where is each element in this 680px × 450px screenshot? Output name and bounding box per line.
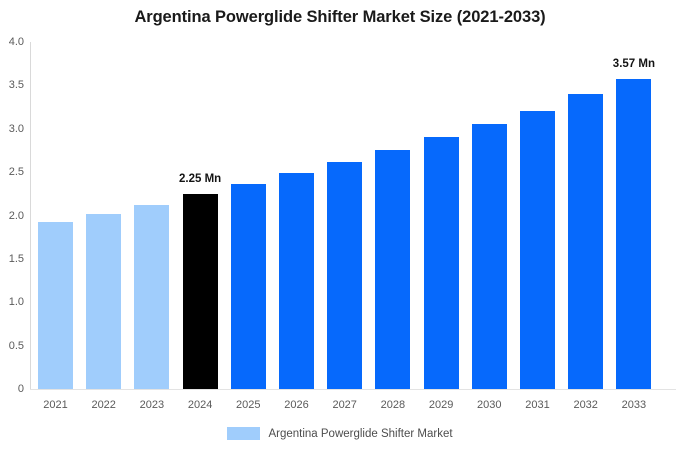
bar-2031[interactable]: [520, 110, 555, 389]
x-axis-tick-label: 2022: [91, 399, 116, 411]
y-axis-tick-label: 1.5: [8, 252, 24, 265]
x-axis-tick-label: 2032: [573, 399, 598, 411]
x-axis-tick-label: 2024: [187, 399, 213, 411]
bar-2022[interactable]: [86, 213, 122, 389]
chart-title: Argentina Powerglide Shifter Market Size…: [134, 8, 546, 26]
y-axis-tick-label: 3.0: [8, 122, 24, 135]
y-axis-tick-label: 1.0: [8, 296, 24, 309]
y-axis-line: [30, 42, 31, 389]
bar-2033[interactable]: [616, 79, 652, 389]
y-axis-tick-label: 2.5: [8, 166, 24, 179]
bar-2027[interactable]: [327, 161, 363, 389]
legend-swatch[interactable]: [227, 427, 261, 440]
bar-2021[interactable]: [38, 222, 73, 389]
x-axis-tick-label: 2021: [43, 399, 68, 411]
x-axis-tick-label: 2031: [525, 399, 550, 411]
y-axis-tick-label: 2.0: [8, 209, 24, 222]
bar-value-label: 2.25 Mn: [179, 172, 222, 185]
y-axis-tick-label: 0.5: [8, 339, 24, 352]
x-axis-tick-label: 2030: [477, 399, 502, 411]
x-axis-tick-label: 2033: [621, 399, 647, 411]
bar-2032[interactable]: [568, 94, 604, 389]
x-axis-tick-label: 2027: [332, 399, 357, 411]
legend-label[interactable]: Argentina Powerglide Shifter Market: [268, 427, 453, 440]
bar-2023[interactable]: [134, 205, 170, 389]
bar-2026[interactable]: [279, 173, 314, 389]
x-axis-tick-label: 2025: [236, 399, 261, 411]
x-axis-tick-label: 2029: [428, 399, 454, 411]
bar-value-label: 3.57 Mn: [612, 58, 655, 71]
y-axis-tick-label: 3.5: [8, 79, 24, 92]
bar-2024[interactable]: [182, 193, 218, 389]
bar-2030[interactable]: [471, 124, 507, 389]
x-axis-tick-label: 2026: [284, 399, 309, 411]
chart-legend: Argentina Powerglide Shifter Market: [0, 427, 680, 440]
bar-2025[interactable]: [230, 184, 266, 389]
y-axis-tick-label: 4.0: [8, 36, 24, 48]
bar-2029[interactable]: [423, 136, 459, 389]
x-axis-tick-label: 2028: [380, 399, 406, 411]
x-axis-line: [30, 389, 676, 390]
y-axis-tick-label: 0: [17, 383, 24, 395]
x-axis-tick-label: 2023: [139, 399, 165, 411]
bar-2028[interactable]: [375, 150, 411, 389]
